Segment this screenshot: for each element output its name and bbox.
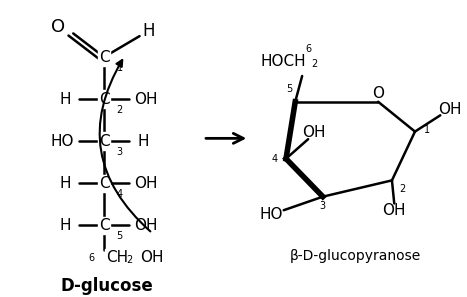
Text: 6: 6: [89, 253, 95, 263]
Text: 4: 4: [117, 189, 123, 199]
Text: C: C: [99, 218, 109, 233]
Text: 2: 2: [117, 105, 123, 115]
Text: 2: 2: [311, 59, 317, 69]
Text: OH: OH: [134, 176, 157, 191]
Text: H: H: [59, 91, 71, 107]
Text: OH: OH: [140, 250, 163, 265]
Text: C: C: [99, 50, 109, 64]
Text: 2: 2: [126, 255, 133, 266]
Text: OH: OH: [134, 91, 157, 107]
Text: OH: OH: [382, 203, 406, 218]
Text: HOCH: HOCH: [261, 54, 306, 69]
Text: 5: 5: [287, 84, 293, 94]
Text: C: C: [99, 134, 109, 148]
Text: H: H: [142, 22, 155, 40]
Text: 3: 3: [117, 147, 123, 157]
Text: HO: HO: [51, 134, 74, 148]
Text: C: C: [99, 176, 109, 191]
Text: H: H: [137, 134, 149, 148]
Text: OH: OH: [302, 125, 325, 140]
Text: H: H: [59, 218, 71, 233]
Text: 3: 3: [320, 201, 326, 211]
Text: HO: HO: [260, 207, 283, 222]
Text: 4: 4: [272, 154, 278, 164]
Text: H: H: [59, 176, 71, 191]
Text: 5: 5: [117, 231, 123, 241]
Text: D-glucose: D-glucose: [60, 277, 153, 295]
Text: β-D-glucopyranose: β-D-glucopyranose: [290, 249, 421, 263]
Text: O: O: [372, 86, 384, 101]
FancyArrowPatch shape: [99, 60, 150, 231]
Text: C: C: [99, 91, 109, 107]
Text: OH: OH: [134, 218, 157, 233]
Text: O: O: [51, 18, 65, 36]
Text: 6: 6: [305, 44, 311, 54]
Text: CH: CH: [106, 250, 128, 265]
Text: OH: OH: [438, 102, 461, 117]
Text: 1: 1: [424, 125, 430, 135]
Text: 2: 2: [399, 184, 405, 194]
Text: 1: 1: [117, 63, 123, 73]
